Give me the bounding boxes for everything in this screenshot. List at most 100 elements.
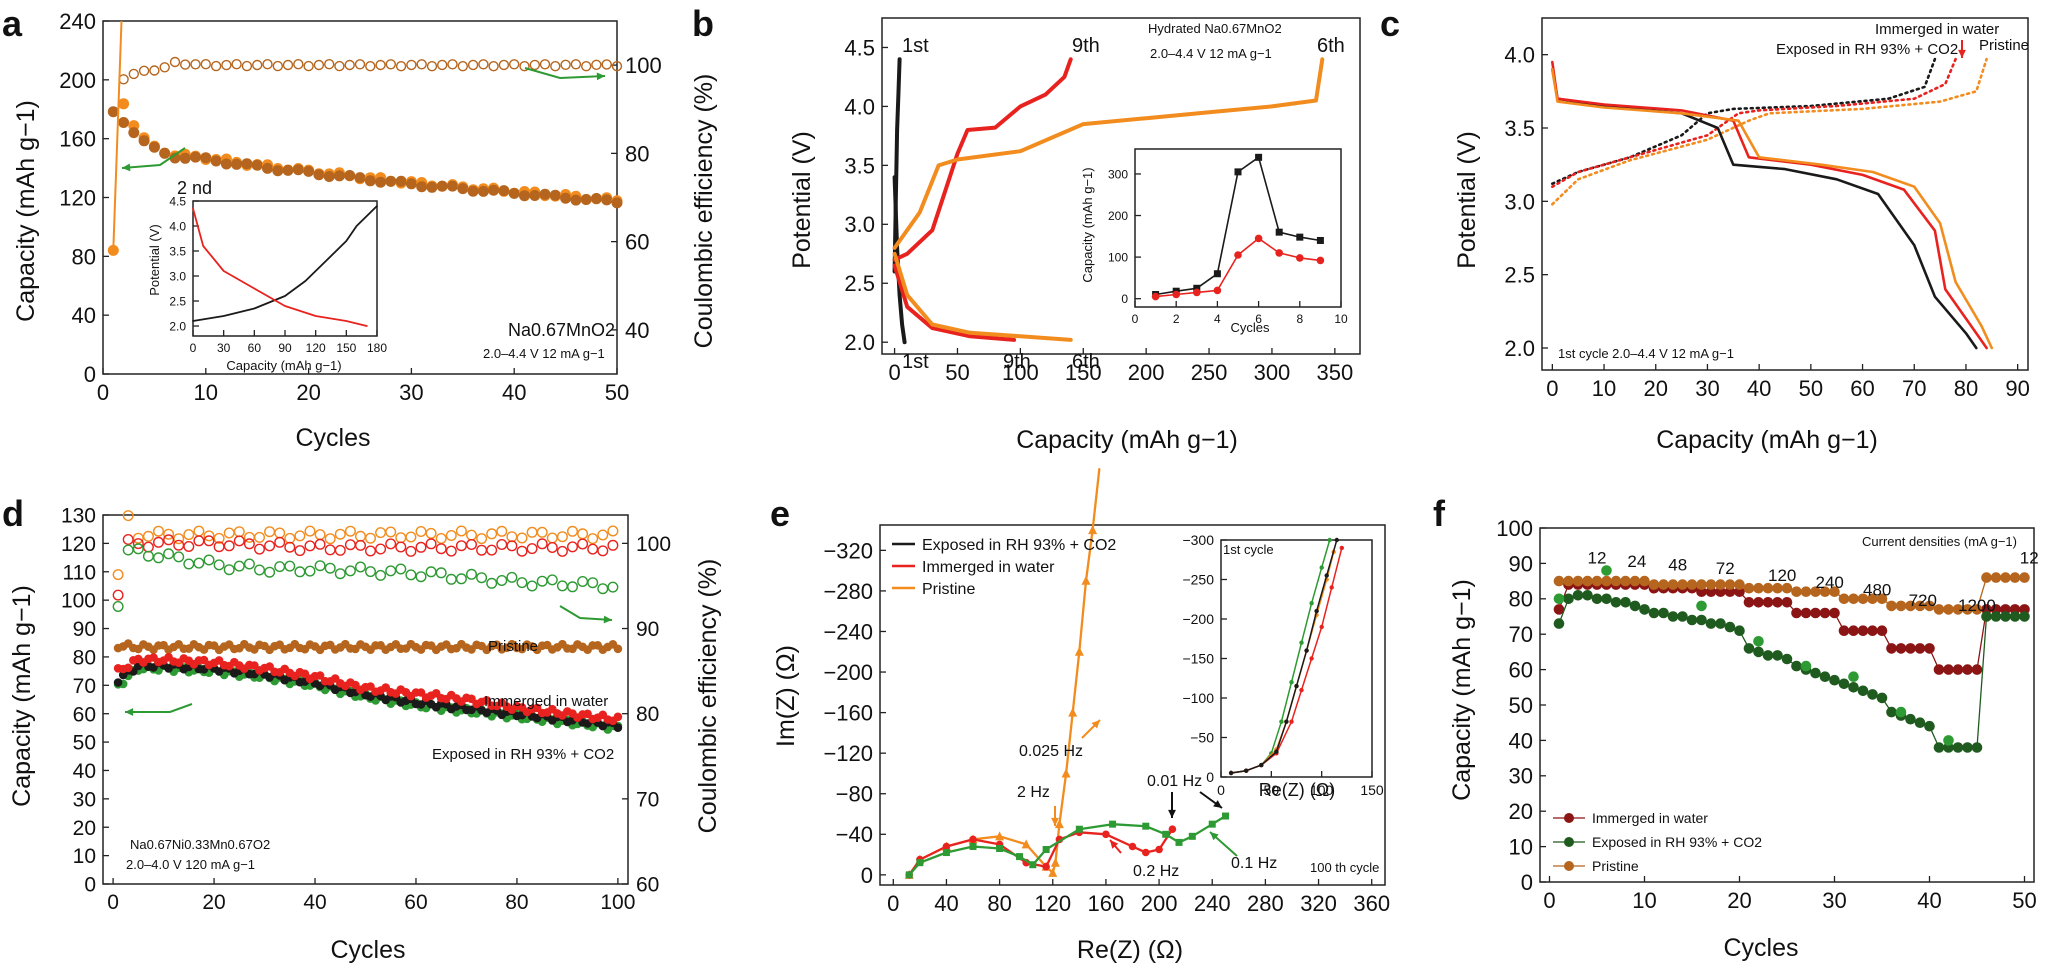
Exposed-in-RH-93%-+-CO2-point — [1971, 742, 1983, 753]
x-tick-label: 320 — [1300, 891, 1337, 916]
Immerged-in-water-point — [1553, 604, 1565, 615]
inset-black-line — [1154, 156, 1322, 296]
y-tick-label: 4.5 — [844, 35, 875, 60]
Exposed-in-RH-93%-+-CO2-point — [1677, 611, 1688, 622]
x-tick-label: 40 — [502, 380, 526, 405]
Immerged-in-water-point — [1943, 664, 1954, 675]
y-tick-label: 4.0 — [169, 219, 186, 233]
immerged-point — [1042, 862, 1050, 871]
y-tick-label: 3.0 — [169, 269, 186, 283]
Pristine-point — [1629, 575, 1641, 587]
Immerged-in-water-capacity-point — [315, 671, 325, 680]
CE-Exposed-ce-point — [466, 568, 478, 580]
Pristine-point — [1762, 582, 1774, 594]
Immerged-in-water-point — [1838, 625, 1850, 636]
CE-Exposed-ce-point — [516, 577, 528, 589]
CE-Exposed-ce-point — [132, 543, 144, 555]
arrow-01hz-head — [1210, 832, 1219, 841]
Pristine-point — [1781, 582, 1793, 594]
exposed-point — [1075, 825, 1083, 833]
y-tick-label: 3.5 — [844, 153, 875, 178]
x-tick-label: 60 — [1850, 376, 1874, 401]
exposed-point — [1162, 830, 1170, 838]
Exposed-in-RH-93%-+-CO2-point — [1705, 618, 1717, 629]
coulombic-efficiency-point — [488, 60, 499, 72]
y-tick-label: 300 — [1108, 167, 1128, 181]
discharge-capacity-point — [580, 194, 592, 205]
y-tick-label: 100 — [1496, 516, 1533, 541]
inset-black-point — [1304, 648, 1309, 653]
discharge-capacity-point — [354, 172, 366, 184]
discharge-capacity-point — [313, 169, 325, 181]
coulombic-efficiency-point — [231, 58, 242, 70]
arrow-2hz-head — [1051, 817, 1059, 826]
x-tick-label: 360 — [1353, 891, 1390, 916]
coulombic-efficiency-point — [611, 60, 623, 72]
coulombic-efficiency-point — [447, 59, 458, 70]
legend-marker — [1564, 861, 1574, 871]
coulombic-efficiency-point — [262, 58, 273, 70]
CE-Immerged-ce-point — [536, 538, 548, 550]
inset-red-circle — [1172, 290, 1180, 299]
a-inset-ylabel: Potential (V) — [147, 224, 162, 296]
inset-green-point — [1309, 601, 1314, 606]
CE-Pristine-ce-point — [587, 533, 599, 545]
CE-Exposed-ce-point — [476, 572, 488, 584]
Pristine-point — [1553, 575, 1565, 587]
Exposed-in-RH-93%-+-CO2-point — [1591, 593, 1603, 605]
b-ylabel: Potential (V) — [788, 131, 816, 269]
x-tick-label: 100 — [1310, 782, 1334, 798]
x-tick-label: 0 — [1543, 888, 1555, 913]
Immerged-in-water-capacity-point — [123, 663, 133, 673]
coulombic-efficiency-point — [138, 65, 150, 77]
x-tick-label: 30 — [1822, 888, 1846, 913]
CE-Exposed-ce-point — [506, 571, 518, 583]
coulombic-efficiency-point — [426, 60, 438, 72]
CE-Immerged-ce-point — [395, 541, 407, 553]
x-tick-label: 20 — [202, 891, 225, 914]
inset-black-square — [1234, 168, 1242, 176]
d-ylabel: Capacity (mAh g−1) — [8, 585, 36, 807]
x-tick-label: 160 — [1088, 891, 1125, 916]
discharge-capacity-point — [200, 152, 212, 164]
y-tick-label: −300 — [1182, 532, 1214, 548]
discharge-capacity-point — [375, 176, 387, 188]
y-tick-label: 20 — [73, 817, 96, 840]
Pristine-point — [1943, 604, 1954, 615]
y-tick-label: 0 — [1206, 769, 1214, 785]
inset-black-square — [1296, 233, 1304, 241]
inset-black-point — [1274, 749, 1279, 754]
CE-Pristine-ce-point — [466, 529, 478, 541]
CE-Immerged-ce-point — [132, 538, 144, 550]
coulombic-efficiency-point — [498, 59, 510, 71]
a-ylabel: Capacity (mAh g−1) — [12, 100, 40, 322]
b-material-annotation: Hydrated Na0.67MnO2 — [1148, 21, 1282, 36]
legend-marker — [1564, 837, 1574, 847]
Pristine-point — [1610, 575, 1622, 587]
CE-Pristine-ce-point — [425, 527, 437, 539]
discharge-capacity-point — [519, 190, 530, 202]
coulombic-efficiency-point — [282, 59, 294, 71]
Exposed-in-RH-93%-+-CO2-point — [2019, 611, 2030, 622]
Exposed-in-RH-93%-+-CO2-point — [1667, 611, 1679, 622]
CE-Pristine-ce-point — [556, 531, 568, 543]
CE-Exposed-ce-point — [425, 566, 437, 578]
inset-red-circle — [1193, 288, 1201, 297]
Pristine-point — [1829, 586, 1840, 597]
pristine-point — [1054, 819, 1064, 829]
Exposed-in-RH-93%-+-CO2-point — [1838, 678, 1850, 690]
inset-black-point — [1244, 768, 1249, 773]
immerged-point — [1128, 842, 1137, 851]
x-tick-label: 60 — [404, 891, 427, 914]
Pristine-point — [1867, 593, 1878, 605]
CE-Immerged-ce-point — [193, 535, 205, 547]
panel-label-d: d — [2, 493, 24, 534]
discharge-capacity-point — [560, 192, 572, 204]
Pristine-point — [1819, 586, 1831, 597]
CE-Exposed-ce-point — [324, 562, 336, 574]
CE-Exposed-ce-point — [567, 581, 579, 593]
CE-Exposed-ce-point — [445, 573, 457, 585]
CE-Pristine-ce-point — [546, 532, 558, 544]
